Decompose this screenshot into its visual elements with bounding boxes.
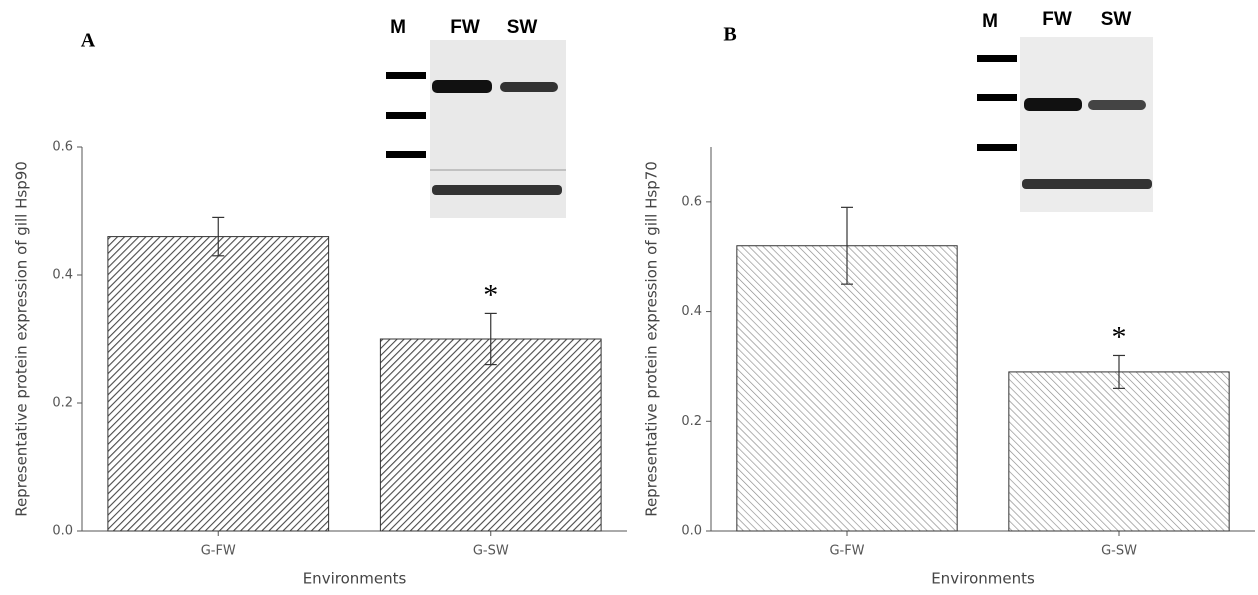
- y-tick-label: 0.4: [681, 304, 702, 319]
- bar: [736, 245, 958, 532]
- blot-label: M: [390, 17, 406, 38]
- x-axis-label: Environments: [303, 570, 407, 588]
- y-tick-label: 0.0: [52, 524, 73, 539]
- significance-mark: *: [1112, 320, 1127, 353]
- y-tick-label: 0.6: [681, 194, 702, 209]
- blot-inset: [386, 40, 566, 218]
- blot-label: SW: [1101, 9, 1132, 30]
- bar: [379, 338, 602, 532]
- y-tick-label: 0.0: [681, 524, 702, 539]
- y-tick-label: 0.4: [52, 268, 73, 283]
- panel-label: B: [723, 24, 736, 46]
- error-bar: [484, 312, 497, 366]
- y-tick-label: 0.6: [52, 140, 73, 155]
- y-axis-label: Representative protein expression of gil…: [13, 161, 31, 517]
- error-bar: [1113, 354, 1125, 389]
- blot-label: M: [982, 11, 998, 32]
- bar: [107, 236, 330, 532]
- y-tick-label: 0.2: [52, 396, 73, 411]
- x-tick-label: G-FW: [829, 544, 864, 559]
- error-bar: [841, 206, 853, 285]
- y-axis-label: Representative protein expression of gil…: [643, 161, 661, 517]
- panel-label: A: [81, 30, 96, 52]
- blot-label: FW: [1042, 9, 1072, 30]
- blot-inset: [977, 37, 1153, 212]
- x-tick-label: G-FW: [201, 544, 236, 559]
- blot-label: SW: [507, 17, 538, 38]
- significance-mark: *: [483, 278, 498, 311]
- bar: [1008, 371, 1230, 532]
- error-bar: [212, 216, 225, 257]
- y-tick-label: 0.2: [681, 414, 702, 429]
- x-axis-label: Environments: [931, 570, 1035, 588]
- blot-label: FW: [450, 17, 480, 38]
- x-tick-label: G-SW: [1101, 544, 1137, 559]
- x-tick-label: G-SW: [473, 544, 509, 559]
